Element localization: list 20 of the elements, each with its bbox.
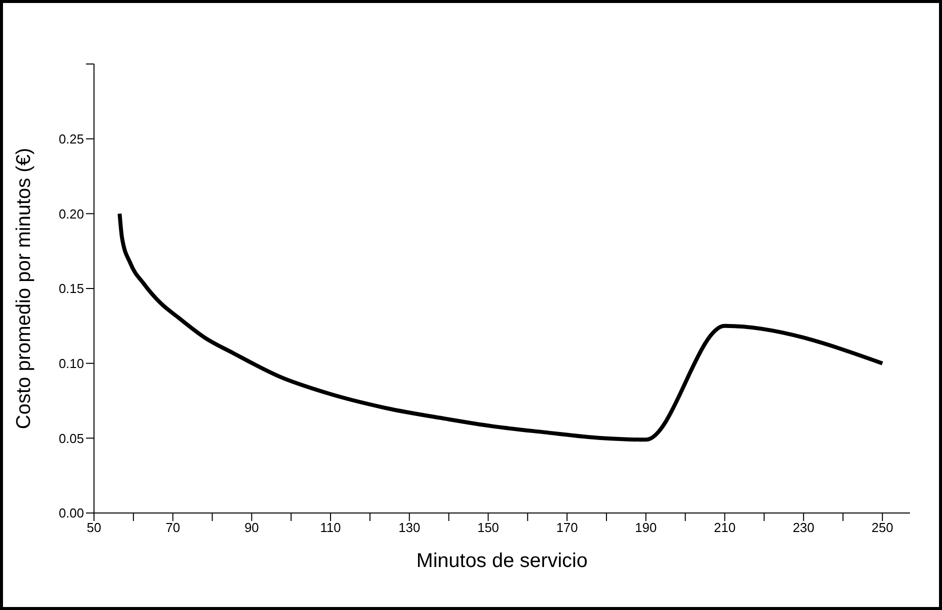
y-tick-label: 0.25 <box>58 131 84 146</box>
x-tick-label: 50 <box>86 520 102 536</box>
y-tick-label: 0.20 <box>58 206 84 222</box>
x-tick-label: 190 <box>635 520 657 536</box>
x-tick-label: 130 <box>398 520 420 536</box>
x-tick-label: 250 <box>872 520 894 536</box>
x-tick-label: 150 <box>477 520 500 536</box>
y-tick-label: 0.15 <box>58 281 84 296</box>
x-axis-title: Minutos de servicio <box>416 550 588 572</box>
y-axis-title: Costo promedio por minutos (€) <box>13 148 36 430</box>
x-tick-label: 230 <box>792 520 814 536</box>
x-tick-label: 210 <box>714 520 736 536</box>
x-tick-label: 90 <box>244 520 259 536</box>
y-tick-label: 0.00 <box>58 506 84 521</box>
x-tick-label: 110 <box>320 520 341 536</box>
x-tick-label: 70 <box>166 520 180 536</box>
line-series <box>118 212 884 442</box>
y-tick-label: 0.05 <box>58 430 84 446</box>
x-tick-label: 170 <box>556 520 578 536</box>
y-tick-label: 0.10 <box>58 356 84 371</box>
